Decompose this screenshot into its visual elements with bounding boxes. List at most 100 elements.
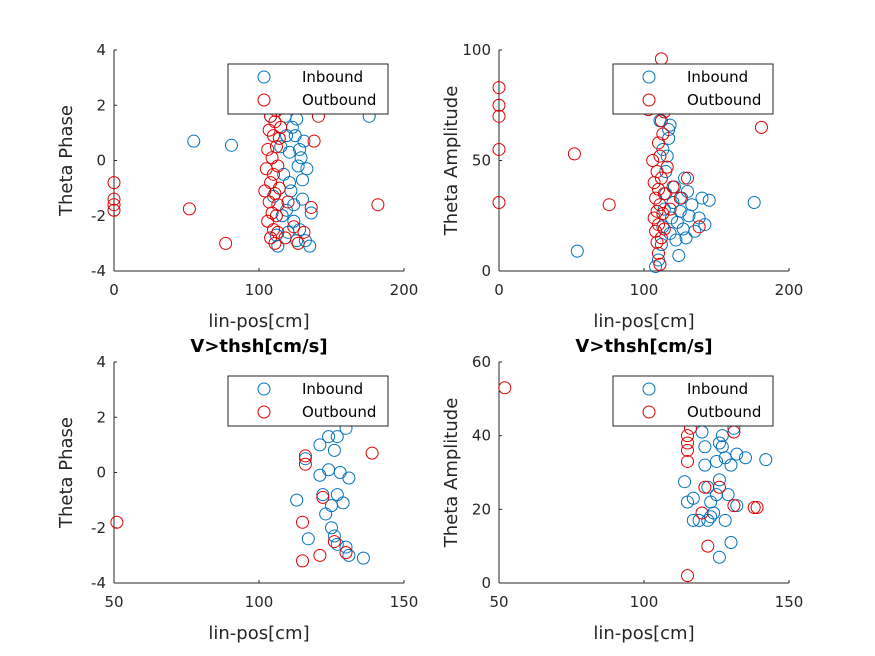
data-point-outbound <box>701 539 715 553</box>
data-point-outbound <box>656 207 670 221</box>
data-point-outbound <box>654 171 668 185</box>
data-point-outbound <box>647 211 661 225</box>
data-point-inbound <box>688 224 702 238</box>
data-point-outbound <box>492 98 506 112</box>
data-point-outbound <box>264 176 278 190</box>
data-point-inbound <box>304 206 318 220</box>
y-tick-label: 4 <box>96 353 106 371</box>
legend-marker-outbound <box>642 405 656 419</box>
data-point-outbound <box>297 225 311 239</box>
legend-label-outbound: Outbound <box>687 403 761 421</box>
data-point-inbound <box>759 453 773 467</box>
series-inbound <box>570 114 761 274</box>
data-point-outbound <box>271 159 285 173</box>
legend: Inbound Outbound <box>227 63 389 115</box>
data-point-outbound <box>339 546 353 560</box>
data-point-outbound <box>657 187 671 201</box>
data-point-inbound <box>672 249 686 263</box>
legend-label-outbound: Outbound <box>302 403 376 421</box>
data-point-outbound <box>698 480 712 494</box>
y-tick-label: 0 <box>96 464 106 482</box>
data-point-outbound <box>681 569 694 583</box>
subplot-1: 0 100 200 -4 -2 0 2 4 lin-pos[cm] Theta Phase Inbo… <box>56 41 418 332</box>
data-point-outbound <box>646 154 660 167</box>
data-point-outbound <box>278 231 292 245</box>
data-point-inbound <box>724 458 738 472</box>
data-point-inbound <box>313 468 327 482</box>
data-point-inbound <box>721 488 735 502</box>
legend-label-outbound: Outbound <box>302 91 376 109</box>
x-tick-label: 150 <box>390 593 419 611</box>
data-point-outbound <box>647 176 661 190</box>
data-point-inbound <box>715 429 729 443</box>
y-tick-label: 60 <box>472 353 491 371</box>
data-point-inbound <box>322 430 336 444</box>
legend-box <box>612 375 774 427</box>
data-point-outbound <box>747 500 761 514</box>
series-outbound <box>110 446 379 568</box>
x-axis-label: lin-pos[cm] <box>593 311 694 332</box>
data-point-outbound <box>681 436 694 450</box>
data-point-inbound <box>325 521 338 535</box>
data-point-outbound <box>313 548 327 562</box>
data-point-inbound <box>715 440 729 454</box>
data-point-outbound <box>272 181 286 195</box>
data-point-outbound <box>681 171 694 185</box>
data-point-inbound <box>224 138 238 152</box>
data-point-inbound <box>327 443 341 457</box>
x-axis-label: lin-pos[cm] <box>593 623 694 644</box>
data-point-outbound <box>692 220 706 234</box>
data-point-outbound <box>267 223 280 237</box>
data-point-inbound <box>293 142 307 156</box>
data-point-inbound <box>678 171 692 185</box>
x-tick-label: 100 <box>630 281 659 299</box>
data-point-outbound <box>296 554 309 568</box>
data-point-inbound <box>730 499 744 513</box>
data-point-outbound <box>371 198 385 212</box>
data-point-outbound <box>492 142 506 156</box>
data-point-outbound <box>654 114 668 128</box>
data-point-outbound <box>107 192 121 206</box>
data-point-inbound <box>692 513 706 527</box>
series-outbound <box>107 104 385 250</box>
data-point-outbound <box>602 198 616 212</box>
y-tick-label: 50 <box>472 152 491 170</box>
data-point-inbound <box>342 548 356 562</box>
data-point-inbound <box>339 540 353 554</box>
y-tick-label: -4 <box>91 574 106 592</box>
data-point-inbound <box>712 550 726 564</box>
data-point-outbound <box>673 191 687 205</box>
data-point-outbound <box>296 515 309 529</box>
data-point-inbound <box>660 149 674 163</box>
x-tick-label: 100 <box>245 593 274 611</box>
data-point-outbound <box>750 500 764 514</box>
x-axis-label: lin-pos[cm] <box>208 311 309 332</box>
data-point-inbound <box>710 454 723 468</box>
data-point-inbound <box>669 233 683 247</box>
data-point-inbound <box>297 134 311 148</box>
data-point-outbound <box>653 149 667 163</box>
data-point-inbound <box>330 537 344 551</box>
series-outbound <box>492 52 768 271</box>
data-point-outbound <box>219 236 233 250</box>
data-point-inbound <box>275 209 289 223</box>
data-point-inbound <box>686 491 700 505</box>
data-point-inbound <box>704 510 718 524</box>
data-point-inbound <box>673 204 687 218</box>
data-point-inbound <box>356 551 370 565</box>
y-tick-label: 2 <box>96 96 106 114</box>
data-point-outbound <box>492 195 506 209</box>
chart-title: V>thsh[cm/s] <box>575 336 712 357</box>
data-point-outbound <box>107 176 121 190</box>
data-point-inbound <box>298 452 312 466</box>
data-point-inbound <box>698 440 712 454</box>
subplot-2: 0 100 200 0 50 100 lin-pos[cm] Theta Amplitude I… <box>441 41 803 332</box>
data-point-inbound <box>698 218 712 232</box>
data-point-outbound <box>365 446 379 460</box>
data-point-inbound <box>316 488 330 502</box>
x-tick-label: 100 <box>245 281 274 299</box>
legend-marker-inbound <box>257 382 271 396</box>
data-point-inbound <box>685 198 699 212</box>
legend-marker-outbound <box>257 93 271 107</box>
